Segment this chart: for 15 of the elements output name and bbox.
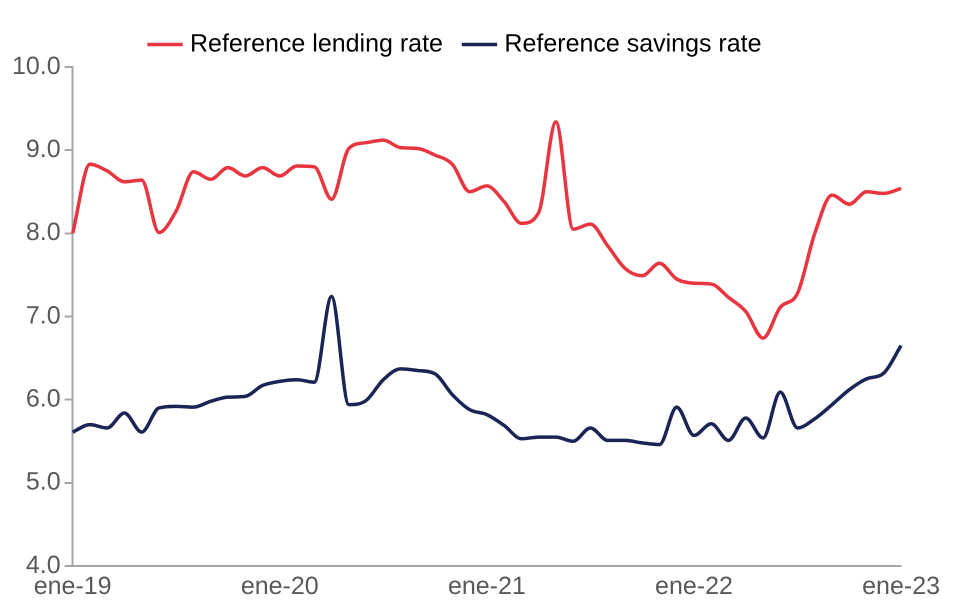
x-tick-label: ene-22 <box>655 572 733 600</box>
y-tick-label: 7.0 <box>26 301 61 330</box>
x-tick-label: ene-21 <box>448 572 526 600</box>
line-series <box>70 120 903 340</box>
line-series <box>70 294 903 446</box>
y-tick-label: 4.0 <box>26 550 61 579</box>
y-tick-label: 5.0 <box>26 468 61 496</box>
y-tick-label: 8.0 <box>26 218 61 246</box>
y-tick-label: 6.0 <box>26 384 61 413</box>
legend-label: Reference lending rate <box>190 29 443 58</box>
x-tick-label: ene-20 <box>240 572 319 600</box>
x-tick-label: ene-23 <box>862 572 940 600</box>
legend-label: Reference savings rate <box>504 29 762 58</box>
y-tick-label: 9.0 <box>26 135 61 164</box>
y-tick-label: 10.0 <box>12 52 61 80</box>
